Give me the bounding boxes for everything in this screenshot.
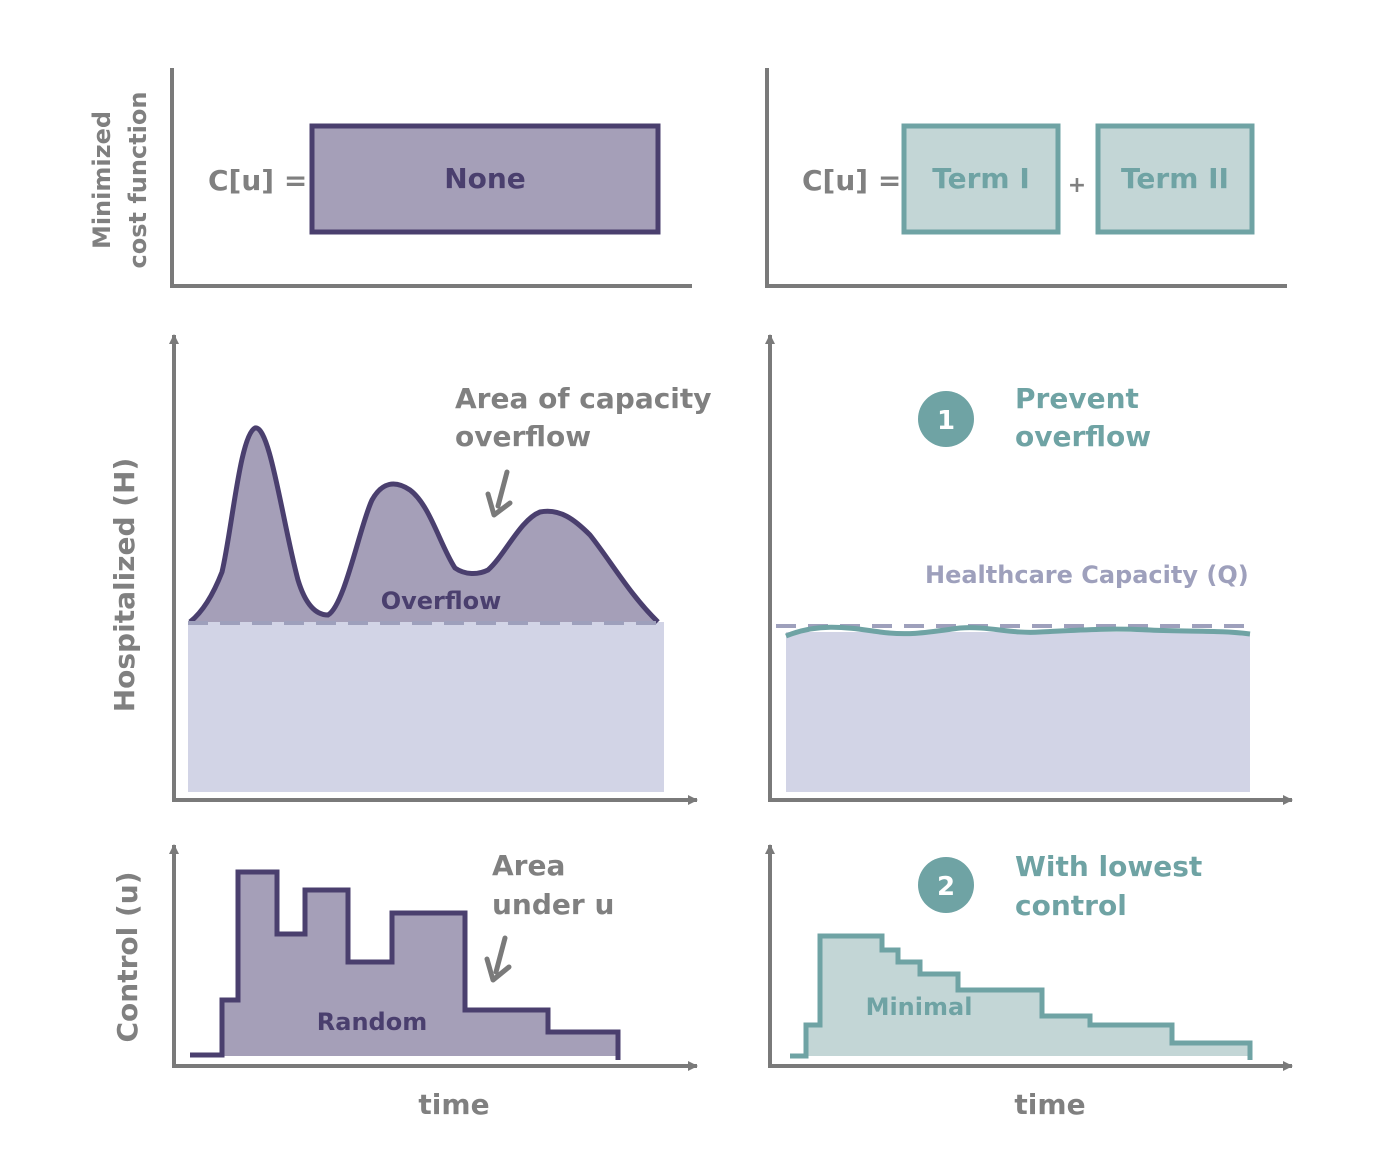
- cost-axis-label-line1: Minimized: [88, 111, 116, 249]
- right-goal1-badge: [918, 391, 974, 447]
- right-term2-box: [1095, 123, 1255, 235]
- left-cost-panel: C[u] = None: [170, 68, 692, 288]
- left-capacity-area: [188, 622, 664, 792]
- left-control-pointer-icon: [484, 935, 512, 983]
- left-cost-axes: [170, 68, 692, 288]
- right-goal2-number: 2: [937, 872, 955, 902]
- left-cost-box-label: None: [444, 162, 526, 195]
- right-cost-panel: C[u] = Term I + Term II: [765, 68, 1287, 288]
- right-cost-axes: [765, 68, 1287, 288]
- left-overflow-note-line1: Area of capacity: [455, 382, 712, 415]
- right-control-panel: 2 With lowest control Minimal: [765, 844, 1293, 1071]
- right-goal1-number: 1: [937, 406, 955, 436]
- left-control-steps: [190, 869, 621, 1060]
- right-capacity-label: Healthcare Capacity (Q): [925, 561, 1249, 589]
- right-term1-box: [901, 123, 1061, 235]
- control-axis-label: Control (u): [111, 871, 144, 1042]
- left-control-note-line2: under u: [492, 888, 614, 921]
- right-goal2-line1: With lowest: [1015, 850, 1202, 883]
- left-overflow-area: [190, 427, 658, 622]
- right-capacity-area: [786, 632, 1250, 792]
- right-control-steps: [790, 933, 1253, 1060]
- cost-axis-label-line2: cost function: [124, 92, 152, 269]
- right-goal2-badge: [918, 857, 974, 913]
- left-control-label: Random: [317, 1008, 427, 1036]
- right-goal1-line2: overflow: [1015, 420, 1151, 453]
- right-goal1-line1: Prevent: [1015, 382, 1139, 415]
- right-goal2-line2: control: [1015, 889, 1127, 922]
- right-control-label: Minimal: [866, 993, 973, 1021]
- hospitalized-axis-label: Hospitalized (H): [108, 458, 141, 713]
- right-plus-sign: +: [1068, 173, 1086, 198]
- left-control-panel: Area under u Random: [169, 844, 698, 1071]
- time-axis-label-left: time: [418, 1088, 489, 1121]
- right-term2-label: Term II: [1121, 162, 1229, 195]
- left-overflow-note-line2: overflow: [455, 420, 591, 453]
- left-cost-prefix: C[u] =: [208, 164, 307, 197]
- right-hospital-panel: 1 Prevent overflow Healthcare Capacity (…: [765, 334, 1293, 805]
- time-axis-label-right: time: [1014, 1088, 1085, 1121]
- left-control-note-line1: Area: [492, 849, 565, 882]
- left-overflow-pointer-icon: [485, 469, 513, 518]
- left-overflow-label: Overflow: [381, 587, 502, 615]
- left-hospital-panel: Area of capacity overflow Overflow: [169, 334, 712, 805]
- right-cost-prefix: C[u] =: [802, 164, 901, 197]
- right-term1-label: Term I: [932, 162, 1030, 195]
- right-hospital-curve: [785, 624, 1251, 639]
- left-cost-box: [309, 123, 661, 235]
- left-hospital-curve: [188, 425, 660, 624]
